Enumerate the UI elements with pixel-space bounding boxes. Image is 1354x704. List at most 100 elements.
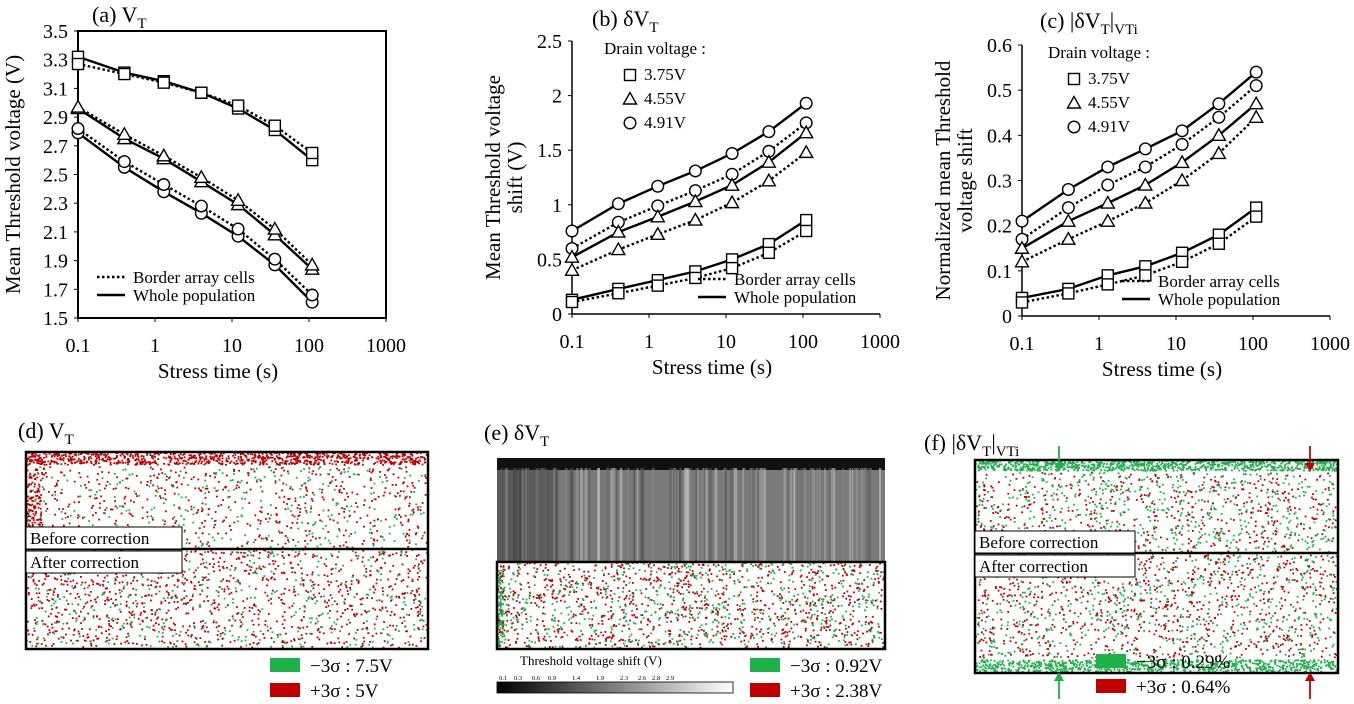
cell: [37, 506, 40, 509]
cell: [400, 461, 403, 464]
green-cell: [381, 546, 383, 549]
cell: [115, 457, 117, 459]
red-cell: [329, 482, 331, 485]
red-cell: [632, 603, 635, 605]
red-cell: [425, 576, 428, 579]
cell: [59, 458, 62, 460]
red-cell: [47, 592, 49, 595]
cell: [193, 462, 196, 465]
red-cell: [827, 626, 830, 628]
cell: [127, 461, 130, 464]
red-cell: [338, 528, 340, 531]
red-cell: [416, 572, 419, 574]
green-cell: [419, 612, 421, 615]
green-cell: [810, 579, 813, 582]
red-cell: [146, 578, 149, 581]
red-cell: [602, 634, 604, 637]
x-tick-label: 100: [788, 331, 818, 353]
red-cell: [190, 478, 193, 481]
red-cell: [167, 592, 170, 594]
cell: [28, 474, 31, 477]
cell: [199, 453, 202, 456]
green-cell: [506, 603, 508, 606]
cell: [499, 641, 501, 644]
green-cell: [87, 586, 89, 589]
red-cell: [776, 566, 779, 568]
cell: [296, 457, 299, 460]
red-cell: [60, 471, 63, 474]
cell: [57, 462, 59, 465]
red-cell: [421, 502, 424, 504]
red-cell: [223, 552, 225, 554]
cell: [290, 461, 292, 464]
red-cell: [217, 561, 220, 564]
red-cell: [267, 513, 269, 515]
red-cell: [252, 623, 255, 626]
red-cell: [858, 583, 860, 585]
cell: [205, 455, 208, 458]
red-cell: [337, 637, 340, 640]
red-cell: [65, 633, 67, 636]
green-cell: [770, 633, 773, 636]
red-cell: [548, 646, 551, 648]
green-cell: [348, 509, 351, 512]
red-cell: [874, 578, 876, 581]
red-cell: [586, 578, 588, 580]
red-cell: [612, 625, 615, 627]
red-cell: [738, 581, 741, 583]
red-cell: [184, 577, 187, 580]
cell: [214, 455, 217, 457]
red-cell: [163, 625, 166, 628]
green-cell: [382, 628, 385, 631]
red-cell: [834, 608, 836, 611]
red-cell: [209, 475, 212, 477]
red-cell: [173, 601, 176, 603]
red-cell: [222, 499, 224, 501]
red-cell: [269, 552, 272, 555]
green-cell: [501, 640, 503, 643]
red-cell: [37, 596, 40, 599]
green-cell: [115, 524, 118, 527]
green-cell: [219, 635, 222, 637]
red-cell: [194, 487, 197, 490]
red-cell: [398, 514, 401, 516]
red-cell: [361, 645, 363, 648]
red-cell: [251, 633, 253, 636]
red-cell: [685, 575, 688, 578]
red-cell: [610, 617, 613, 620]
cell: [115, 462, 118, 465]
cell: [69, 458, 72, 460]
red-cell: [152, 624, 155, 627]
green-cell: [252, 572, 254, 574]
red-cell: [71, 617, 74, 619]
red-cell: [373, 591, 376, 594]
cell: [242, 453, 244, 455]
red-cell: [77, 639, 79, 642]
green-cell: [823, 620, 826, 623]
red-cell: [613, 579, 616, 582]
red-cell: [404, 642, 407, 645]
cell: [119, 461, 122, 464]
green-cell: [131, 473, 134, 476]
red-cell: [407, 518, 410, 521]
cell: [276, 456, 279, 459]
red-cell: [188, 625, 191, 628]
red-cell: [402, 579, 405, 581]
red-cell: [234, 567, 237, 569]
red-cell: [408, 542, 411, 544]
green-cell: [262, 537, 265, 540]
red-cell: [322, 498, 325, 501]
red-cell: [417, 613, 420, 616]
green-cell: [211, 517, 213, 520]
green-cell: [308, 471, 311, 474]
cell: [86, 453, 89, 455]
red-cell: [563, 594, 566, 597]
circle-data-point: [1138, 142, 1152, 156]
green-cell: [223, 633, 226, 636]
red-cell: [240, 625, 242, 627]
green-cell: [728, 597, 731, 600]
texture-streak: [735, 468, 737, 562]
green-cell: [308, 596, 310, 599]
cell: [148, 461, 151, 463]
green-cell: [214, 519, 217, 522]
